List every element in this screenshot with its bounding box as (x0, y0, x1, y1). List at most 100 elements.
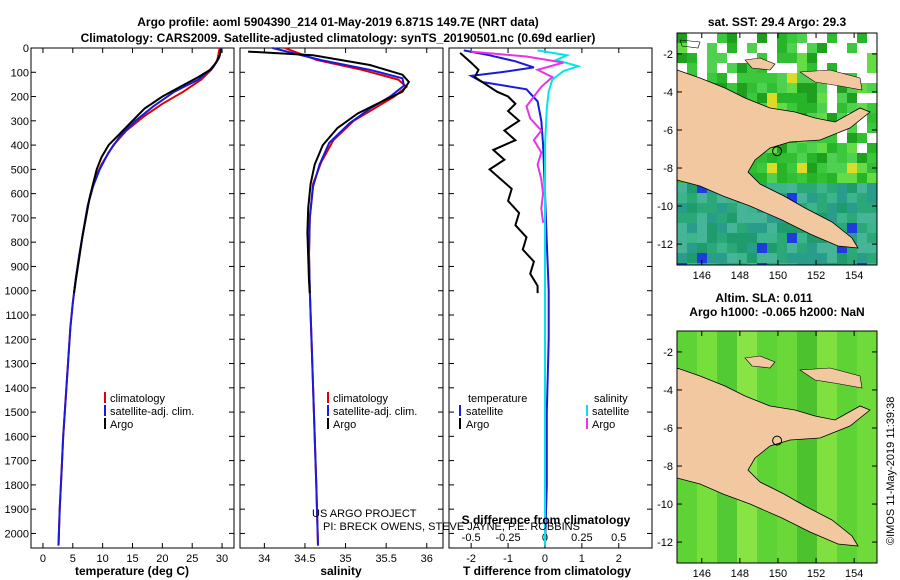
sst-cell (847, 153, 857, 163)
sst-cell (827, 203, 837, 213)
sst-cell (867, 143, 877, 153)
sst-cell (857, 183, 867, 193)
sst-map-title: sat. SST: 29.4 Argo: 29.3 (708, 15, 847, 29)
sst-cell (857, 153, 867, 163)
x-tick-label: 5 (70, 553, 76, 565)
sst-map-area (677, 33, 877, 265)
map-x-tick-label: 154 (845, 568, 863, 580)
temperature-xlabel: temperature (deg C) (75, 564, 189, 578)
sst-cell (807, 163, 817, 173)
sst-cell (837, 83, 847, 93)
sst-cell (867, 113, 877, 123)
sst-cell (787, 63, 797, 73)
sst-cell (827, 263, 837, 265)
map-x-tick-label: 146 (693, 568, 711, 580)
sst-cell (687, 223, 697, 233)
map-x-tick-label: 146 (693, 270, 711, 282)
sst-cell (867, 203, 877, 213)
sst-cell (817, 103, 827, 113)
sst-cell (807, 263, 817, 265)
sst-cell (797, 183, 807, 193)
sst-cell (797, 163, 807, 173)
sst-cell (827, 213, 837, 223)
sla-map-frame (676, 330, 878, 564)
sst-cell (817, 63, 827, 73)
sst-cell (677, 43, 687, 53)
series-line-s-argo (471, 50, 564, 223)
sst-cell (767, 83, 777, 93)
sst-cell (717, 263, 727, 265)
sst-cell (707, 33, 717, 43)
sst-cell (777, 223, 787, 233)
sst-cell (827, 63, 837, 73)
sst-cell (847, 193, 857, 203)
sst-cell (867, 123, 877, 133)
title-line-1: Argo profile: aoml 5904390_214 01-May-20… (137, 15, 539, 29)
sst-cell (847, 93, 857, 103)
sst-cell (697, 53, 707, 63)
sst-cell (807, 193, 817, 203)
sst-cell (707, 63, 717, 73)
depth-tick-label: 800 (11, 237, 29, 249)
sst-cell (757, 213, 767, 223)
sst-cell (757, 173, 767, 183)
legend-label-s-satellite: satellite (592, 406, 629, 418)
sst-cell (857, 143, 867, 153)
sst-cell (797, 193, 807, 203)
sst-cell (787, 143, 797, 153)
sst-cell (797, 63, 807, 73)
depth-tick-label: 400 (11, 140, 29, 152)
sst-cell (757, 93, 767, 103)
sst-cell (857, 103, 867, 113)
x-tick-label: -2 (466, 553, 476, 565)
sst-cell (827, 243, 837, 253)
x-tick-label: 1 (579, 553, 585, 565)
sst-cell (847, 33, 857, 43)
sst-cell (837, 243, 847, 253)
sst-cell (807, 153, 817, 163)
sst-cell (687, 193, 697, 203)
sst-map-frame (676, 32, 878, 266)
map-y-tick-label: -2 (663, 49, 673, 61)
sst-cell (767, 163, 777, 173)
sst-cell (717, 193, 727, 203)
sst-cell (697, 233, 707, 243)
sst-cell (817, 203, 827, 213)
sst-argo-position-marker (772, 146, 783, 157)
sst-cell (827, 163, 837, 173)
series-line-satellite-adj-clim- (272, 47, 406, 546)
map-y-tick-label: -6 (663, 423, 673, 435)
sst-cell (697, 243, 707, 253)
sst-cell (817, 153, 827, 163)
sst-cell (837, 63, 847, 73)
x2-tick-label: 0.25 (571, 532, 592, 544)
depth-tick-label: 1500 (5, 407, 29, 419)
sst-cell (777, 143, 787, 153)
map-y-tick-label: -8 (663, 461, 673, 473)
sst-cell (827, 93, 837, 103)
sst-cell (807, 93, 817, 103)
sst-cell (737, 43, 747, 53)
sst-cell (847, 143, 857, 153)
sst-cell (747, 263, 757, 265)
salinity-panel (239, 47, 444, 549)
sst-cell (807, 143, 817, 153)
sst-cell (867, 233, 877, 243)
depth-tick-label: 1700 (5, 456, 29, 468)
sst-cell (847, 223, 857, 233)
depth-tick-label: 1800 (5, 480, 29, 492)
sst-cell (717, 233, 727, 243)
map-x-tick-label: 148 (731, 270, 749, 282)
sst-cell (687, 243, 697, 253)
sst-cell (867, 223, 877, 233)
sst-cell (787, 173, 797, 183)
depth-tick-label: 1000 (5, 286, 29, 298)
sst-cell (737, 223, 747, 233)
depth-tick-label: 500 (11, 164, 29, 176)
sst-cell (737, 83, 747, 93)
x2-tick-label: -0.5 (462, 532, 481, 544)
sst-cell (837, 53, 847, 63)
sst-cell (677, 233, 687, 243)
sst-cell (787, 223, 797, 233)
